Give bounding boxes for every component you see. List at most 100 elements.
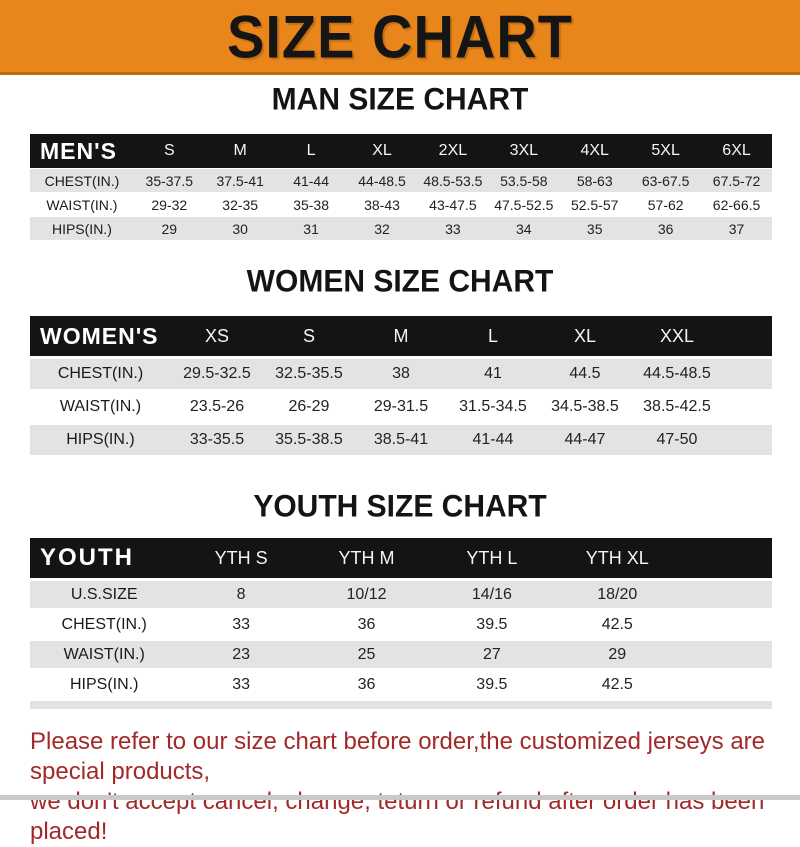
column-header: XL	[538, 316, 631, 356]
men-section-heading: MAN SIZE CHART	[271, 82, 529, 117]
size-cell-filler	[722, 392, 772, 422]
size-cell: 14/16	[429, 581, 555, 608]
size-row: HIPS(IN.) 33-35.5 35.5-38.5 38.5-41 41-44 44-…	[30, 425, 772, 455]
youth-section-heading: YOUTH SIZE CHART	[253, 489, 547, 524]
size-cell: 47-50	[630, 425, 723, 455]
size-cell: 27	[429, 641, 555, 668]
size-cell: 44.5-48.5	[630, 359, 723, 389]
size-cell: 37.5-41	[204, 169, 276, 192]
size-cell: 29	[554, 641, 680, 668]
size-cell: 36	[303, 611, 430, 638]
title-banner: SIZE CHART	[0, 0, 800, 75]
size-cell: 29	[133, 217, 205, 240]
size-row: CHEST(IN.) 29.5-32.5 32.5-35.5 38 41 44.5 44.5…	[30, 359, 772, 389]
size-cell: 29-31.5	[354, 392, 447, 422]
size-cell: 44.5	[538, 359, 631, 389]
row-label: HIPS(IN.)	[30, 425, 171, 455]
size-cell: 32-35	[204, 193, 276, 216]
size-cell: 42.5	[554, 671, 680, 698]
women-section-heading: WOMEN SIZE CHART	[246, 264, 554, 299]
size-cell: 57-62	[630, 193, 702, 216]
size-cell: 18/20	[554, 581, 680, 608]
size-cell: 32.5-35.5	[262, 359, 355, 389]
column-header: 2XL	[417, 134, 489, 168]
group-label: WOMEN'S	[30, 316, 171, 356]
size-cell: 41-44	[275, 169, 347, 192]
size-row: WAIST(IN.) 29-32 32-35 35-38 38-43 43-47.5 47.…	[30, 193, 772, 216]
size-cell-filler	[679, 641, 772, 668]
size-header-row: YOUTH YTH S YTH M YTH L YTH XL	[30, 538, 772, 578]
youth-size-table: YOUTH YTH S YTH M YTH L YTH XL U.S.SIZE 8 10/12…	[30, 535, 772, 712]
size-cell: 58-63	[559, 169, 631, 192]
row-label: HIPS(IN.)	[30, 671, 179, 698]
size-cell: 33	[417, 217, 489, 240]
row-label: U.S.SIZE	[30, 581, 179, 608]
size-cell: 31	[275, 217, 347, 240]
group-label: MEN'S	[30, 134, 134, 168]
size-cell: 44-47	[538, 425, 631, 455]
size-cell: 43-47.5	[417, 193, 489, 216]
size-header-row: WOMEN'S XS S M L XL XXL	[30, 316, 772, 356]
size-cell: 39.5	[429, 611, 555, 638]
size-cell: 41	[446, 359, 539, 389]
size-cell: 37	[701, 217, 772, 240]
column-header: 3XL	[488, 134, 560, 168]
size-cell-filler	[679, 581, 772, 608]
size-cell: 33	[178, 611, 304, 638]
size-cell: 33-35.5	[170, 425, 263, 455]
men-size-table: MEN'S S M L XL 2XL 3XL 4XL 5XL 6XL CHEST(IN.) 35-37…	[30, 133, 772, 241]
size-cell: 39.5	[429, 671, 555, 698]
size-cell: 42.5	[554, 611, 680, 638]
row-label: WAIST(IN.)	[30, 392, 171, 422]
size-cell: 32	[346, 217, 418, 240]
column-header-filler	[722, 316, 772, 356]
size-cell: 33	[178, 671, 304, 698]
size-cell: 63-67.5	[630, 169, 702, 192]
column-header: YTH M	[303, 538, 430, 578]
column-header: S	[133, 134, 205, 168]
size-cell: 38.5-42.5	[630, 392, 723, 422]
size-cell: 53.5-58	[488, 169, 560, 192]
size-row: WAIST(IN.) 23.5-26 26-29 29-31.5 31.5-34.5 34…	[30, 392, 772, 422]
size-cell: 29-32	[133, 193, 205, 216]
row-label: CHEST(IN.)	[30, 359, 171, 389]
size-header-row: MEN'S S M L XL 2XL 3XL 4XL 5XL 6XL	[30, 134, 772, 168]
size-cell: 26-29	[262, 392, 355, 422]
size-cell: 52.5-57	[559, 193, 631, 216]
size-cell: 48.5-53.5	[417, 169, 489, 192]
column-header: L	[275, 134, 347, 168]
women-size-table: WOMEN'S XS S M L XL XXL CHEST(IN.) 29.5-32.5 32.5…	[30, 313, 772, 458]
size-cell-filler	[679, 671, 772, 698]
size-cell: 23.5-26	[170, 392, 263, 422]
table-footer-strip-cell	[30, 701, 772, 709]
size-cell: 36	[630, 217, 702, 240]
column-header: M	[354, 316, 447, 356]
size-cell-filler	[722, 359, 772, 389]
disclaimer-note: Please refer to our size chart before or…	[30, 727, 800, 847]
column-header: 6XL	[701, 134, 772, 168]
size-cell: 31.5-34.5	[446, 392, 539, 422]
column-header: XXL	[630, 316, 723, 356]
size-cell: 36	[303, 671, 430, 698]
column-header: S	[262, 316, 355, 356]
row-label: CHEST(IN.)	[30, 169, 134, 192]
size-row: CHEST(IN.) 35-37.5 37.5-41 41-44 44-48.5 48.5…	[30, 169, 772, 192]
size-row: HIPS(IN.) 33 36 39.5 42.5	[30, 671, 772, 698]
bottom-edge-strip	[0, 795, 800, 800]
size-cell: 25	[303, 641, 430, 668]
size-cell: 44-48.5	[346, 169, 418, 192]
size-cell: 38	[354, 359, 447, 389]
row-label: HIPS(IN.)	[30, 217, 134, 240]
column-header: L	[446, 316, 539, 356]
size-cell: 29.5-32.5	[170, 359, 263, 389]
column-header: XS	[170, 316, 263, 356]
size-row: CHEST(IN.) 33 36 39.5 42.5	[30, 611, 772, 638]
page-title: SIZE CHART	[227, 1, 573, 71]
size-cell: 38-43	[346, 193, 418, 216]
column-header: 4XL	[559, 134, 631, 168]
size-row: U.S.SIZE 8 10/12 14/16 18/20	[30, 581, 772, 608]
size-cell: 35-37.5	[133, 169, 205, 192]
size-row: WAIST(IN.) 23 25 27 29	[30, 641, 772, 668]
size-cell: 47.5-52.5	[488, 193, 560, 216]
table-footer-strip	[30, 701, 772, 709]
